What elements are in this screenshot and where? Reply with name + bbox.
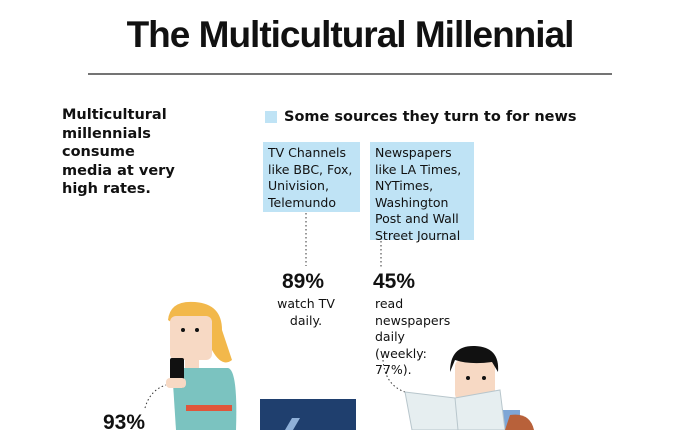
intro-text: Multicultural millennials consume media … <box>62 107 175 197</box>
tv-illustration <box>260 399 356 430</box>
source-box: Newspapers like LA Times, NYTimes, Washi… <box>370 142 474 243</box>
girl-illustration <box>166 301 237 430</box>
boy-illustration <box>404 345 534 430</box>
connector <box>144 384 167 409</box>
source-box: TV Channels like BBC, Fox, Univision, Te… <box>263 142 360 212</box>
legend-label: Some sources they turn to for news <box>284 109 577 125</box>
stat: 45% <box>373 270 416 293</box>
stat: 93% <box>103 411 146 434</box>
tv-screen-glint <box>285 418 300 430</box>
stat-caption: read newspapers daily (weekly: 77%). <box>375 296 451 377</box>
stat: 89% <box>282 270 325 293</box>
stat-caption: watch TV daily. <box>277 296 335 328</box>
title: The Multicultural Millennial <box>126 14 575 55</box>
legend-swatch <box>265 111 277 123</box>
